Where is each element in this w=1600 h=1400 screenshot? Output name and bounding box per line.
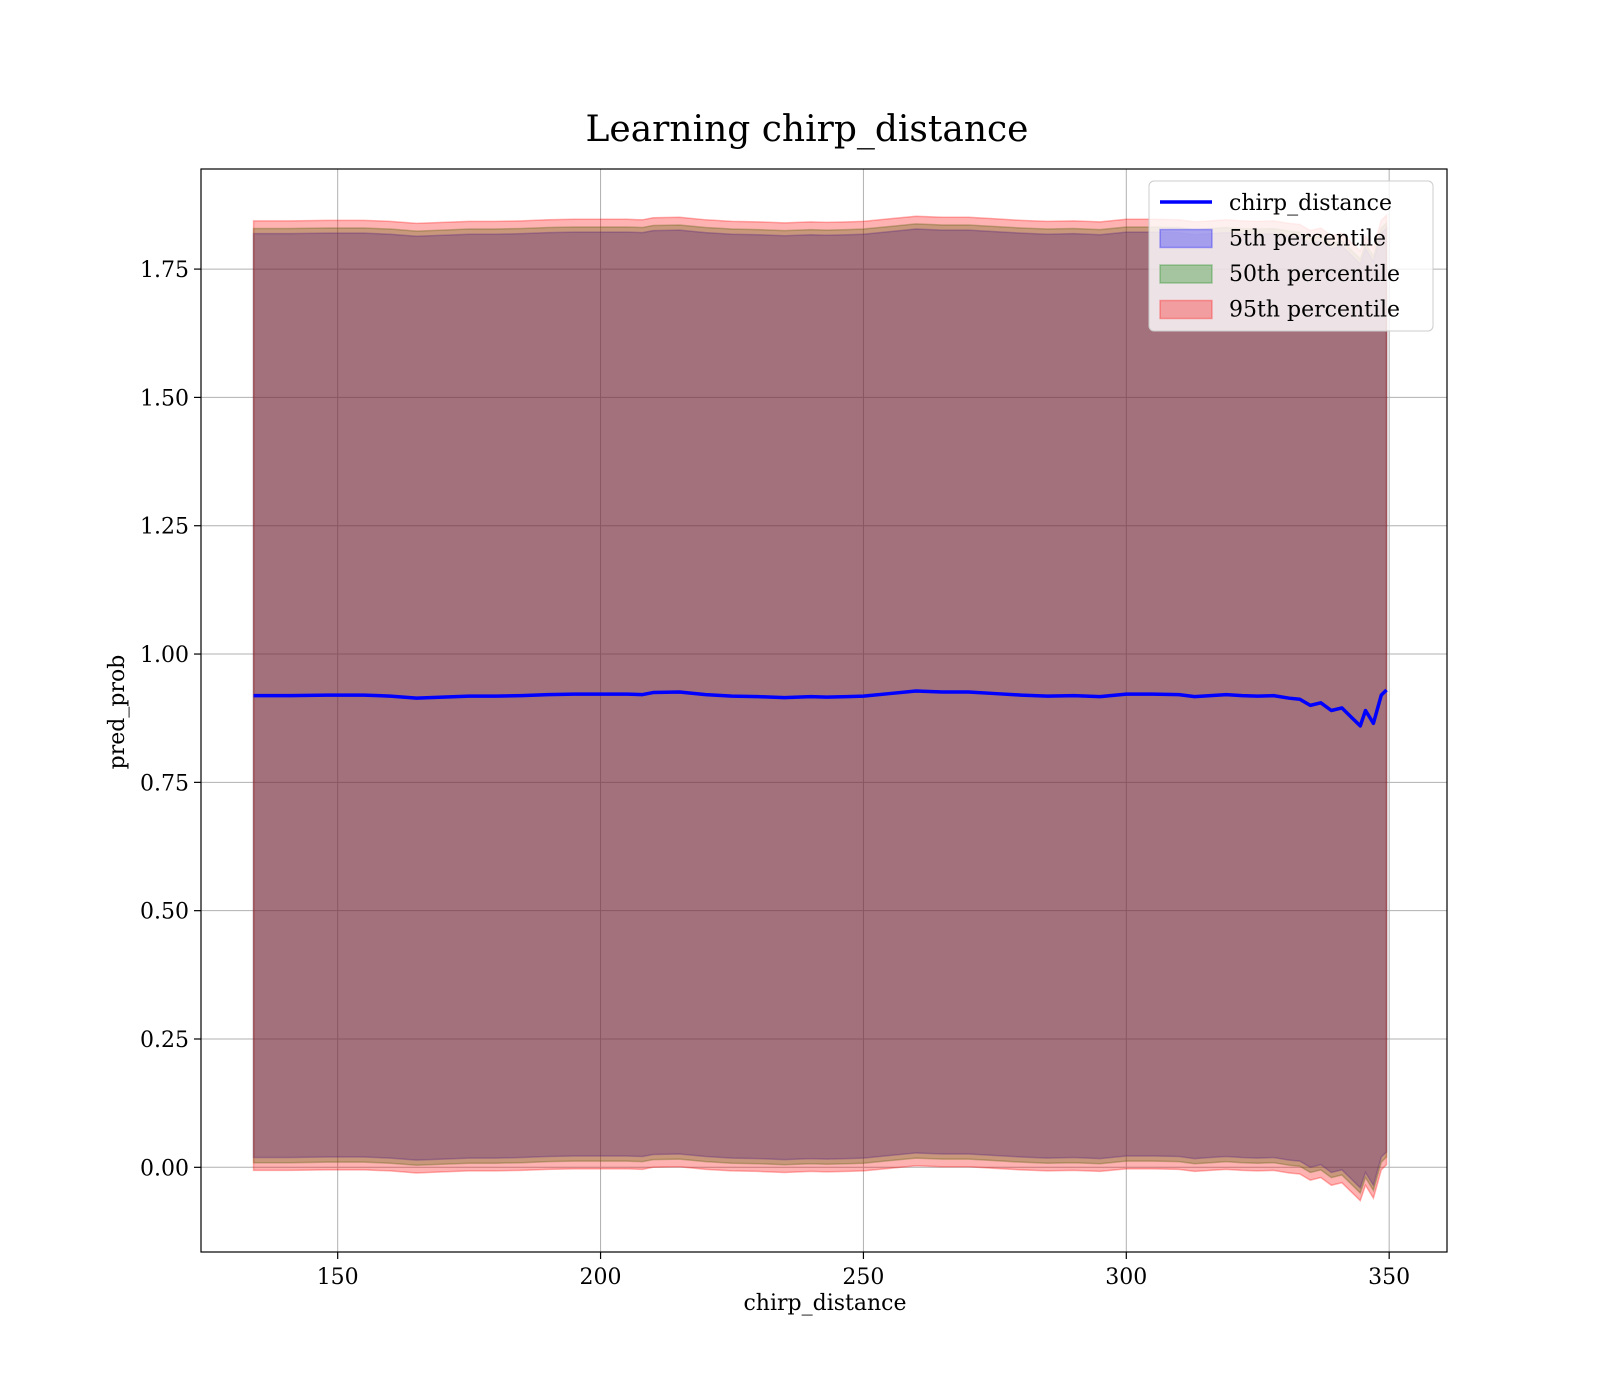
y-tick-label: 0.00 [140, 1156, 189, 1181]
legend-label: 50th percentile [1229, 262, 1400, 287]
grid [201, 169, 1447, 1252]
x-tick-label: 300 [1105, 1265, 1147, 1290]
legend-swatch-band [1159, 299, 1213, 320]
plot-frame [200, 168, 1448, 1253]
x-tick-label: 200 [580, 1265, 622, 1290]
legend-label: chirp_distance [1229, 191, 1392, 216]
y-axis-ticks: 0.00 0.25 0.50 0.75 1.00 1.25 1.50 1.75 [140, 258, 201, 1181]
x-axis-ticks: 150 200 250 300 350 [317, 1252, 1410, 1290]
y-tick-label: 0.50 [140, 900, 189, 925]
series-line-chirp-distance [253, 688, 1388, 728]
legend-label: 95th percentile [1229, 298, 1400, 323]
plot-area [200, 168, 1448, 1253]
y-tick-label: 0.75 [140, 771, 189, 796]
y-tick-label: 0.25 [140, 1028, 189, 1053]
y-tick-label: 1.75 [140, 258, 189, 283]
band-5th-percentile [252, 226, 1388, 1190]
legend-box [1148, 180, 1434, 332]
x-tick-label: 250 [842, 1265, 884, 1290]
legend-label: 5th percentile [1229, 227, 1386, 252]
y-tick-label: 1.00 [140, 643, 189, 668]
legend: chirp_distance 5th percentile 50th percent… [1148, 180, 1434, 332]
x-tick-label: 350 [1368, 1265, 1410, 1290]
plot-background [201, 169, 1447, 1252]
legend-swatch-band [1159, 264, 1213, 284]
chart-title: Learning chirp_distance [586, 109, 1029, 150]
percentile-bands [252, 213, 1388, 1203]
x-tick-label: 150 [317, 1265, 359, 1290]
legend-swatch-band [1159, 228, 1213, 249]
series-lines [253, 688, 1388, 728]
x-axis-label: chirp_distance [743, 1291, 906, 1316]
y-tick-label: 1.50 [140, 386, 189, 411]
y-axis-label: pred_prob [105, 655, 130, 770]
band-95th-percentile [252, 213, 1388, 1203]
y-tick-label: 1.25 [140, 515, 189, 540]
band-50th-percentile [252, 221, 1388, 1195]
